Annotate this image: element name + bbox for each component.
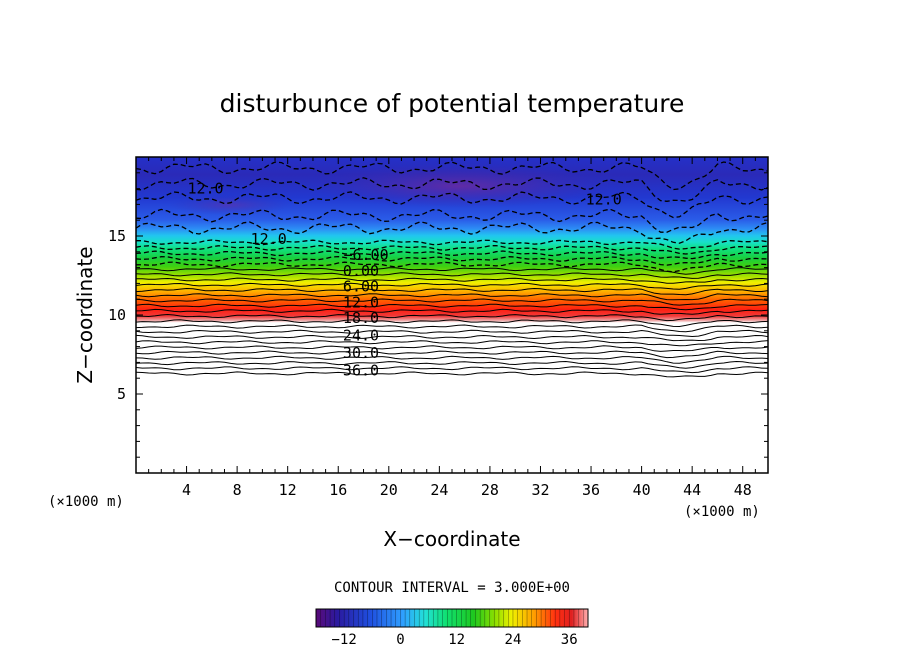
contour-line [136, 298, 768, 306]
x-tick-label: 48 [734, 481, 752, 499]
cold-core-blob [170, 195, 290, 215]
contour-label: 6.00 [343, 278, 379, 296]
contour-line [136, 239, 768, 250]
contour-line [136, 250, 768, 260]
chart-title: disturbunce of potential temperature [220, 89, 685, 118]
colorbar-tick-label: −12 [331, 632, 356, 648]
contour-label: 12.0 [187, 180, 223, 198]
colorbar: −12 0 12 24 36 [315, 608, 589, 648]
contour-label: 12.0 [586, 191, 622, 209]
contour-line [136, 313, 768, 322]
contour-line [136, 324, 768, 333]
contour-line [136, 255, 768, 266]
colorbar-tick-label: 24 [505, 632, 522, 648]
contour-label: 24.0 [343, 327, 379, 345]
plot-area [136, 157, 768, 473]
contour-label: 30.0 [343, 344, 379, 362]
y-axis: 5 10 15 [108, 172, 768, 458]
contour-line [136, 371, 768, 378]
contour-line [136, 350, 768, 359]
x-tick-label: 16 [329, 481, 347, 499]
contour-labels: 12.012.012.0−6.000.006.0012.018.024.030.… [187, 180, 621, 380]
contour-line [136, 366, 768, 374]
x-axis-title: X−coordinate [383, 527, 520, 551]
contour-line [136, 282, 768, 290]
contour-label: 0.00 [343, 262, 379, 280]
contour-label: 18.0 [343, 309, 379, 327]
x-tick-label: 36 [582, 481, 600, 499]
y-tick-label: 5 [117, 385, 126, 403]
colorbar-tick-label: 0 [396, 632, 404, 648]
x-tick-label: 40 [633, 481, 651, 499]
x-tick-label: 20 [380, 481, 398, 499]
cold-core-blob [310, 164, 610, 208]
contour-line [136, 208, 768, 233]
contour-line [136, 244, 768, 255]
contour-line [136, 329, 768, 338]
x-tick-label: 44 [683, 481, 701, 499]
contour-line [136, 267, 768, 275]
contour-line [136, 360, 768, 369]
x-tick-label: 32 [531, 481, 549, 499]
contour-line [136, 319, 768, 328]
x-tick-label: 8 [233, 481, 242, 499]
contour-interval-text: CONTOUR INTERVAL = 3.000E+00 [334, 580, 570, 596]
colorbar-tick-label: 36 [561, 632, 578, 648]
x-axis: 4 8 12 16 20 24 28 32 36 40 44 48 [148, 157, 756, 499]
contour-line [136, 272, 768, 279]
y-tick-label: 10 [108, 306, 126, 324]
x-unit-label-right: (×1000 m) [684, 504, 760, 520]
contour-label: 36.0 [343, 361, 379, 379]
contour-line [136, 191, 768, 219]
contour-line [136, 334, 768, 342]
x-tick-label: 12 [279, 481, 297, 499]
contour-line [136, 355, 768, 364]
contour-line [136, 303, 768, 311]
x-tick-label: 4 [182, 481, 191, 499]
colorbar-ticks: −12 0 12 24 36 [331, 632, 577, 648]
x-unit-label-left: (×1000 m) [48, 494, 124, 510]
contour-line [136, 293, 768, 301]
contour-line [136, 287, 768, 296]
contour-line [136, 308, 768, 315]
y-axis-title: Z−coordinate [73, 246, 97, 383]
contour-line [136, 345, 768, 352]
contour-line [136, 277, 768, 284]
contour-line [136, 161, 768, 191]
contour-line [136, 261, 768, 273]
contour-label: 12.0 [343, 293, 379, 311]
y-tick-label: 15 [108, 227, 126, 245]
contour-label: 12.0 [251, 230, 287, 248]
contour-lines [136, 161, 768, 378]
contour-line [136, 340, 768, 347]
colorbar-tick-label: 12 [448, 632, 465, 648]
x-tick-label: 28 [481, 481, 499, 499]
x-tick-label: 24 [430, 481, 448, 499]
colorbar-segments [320, 609, 584, 627]
contour-label: −6.00 [343, 246, 388, 264]
